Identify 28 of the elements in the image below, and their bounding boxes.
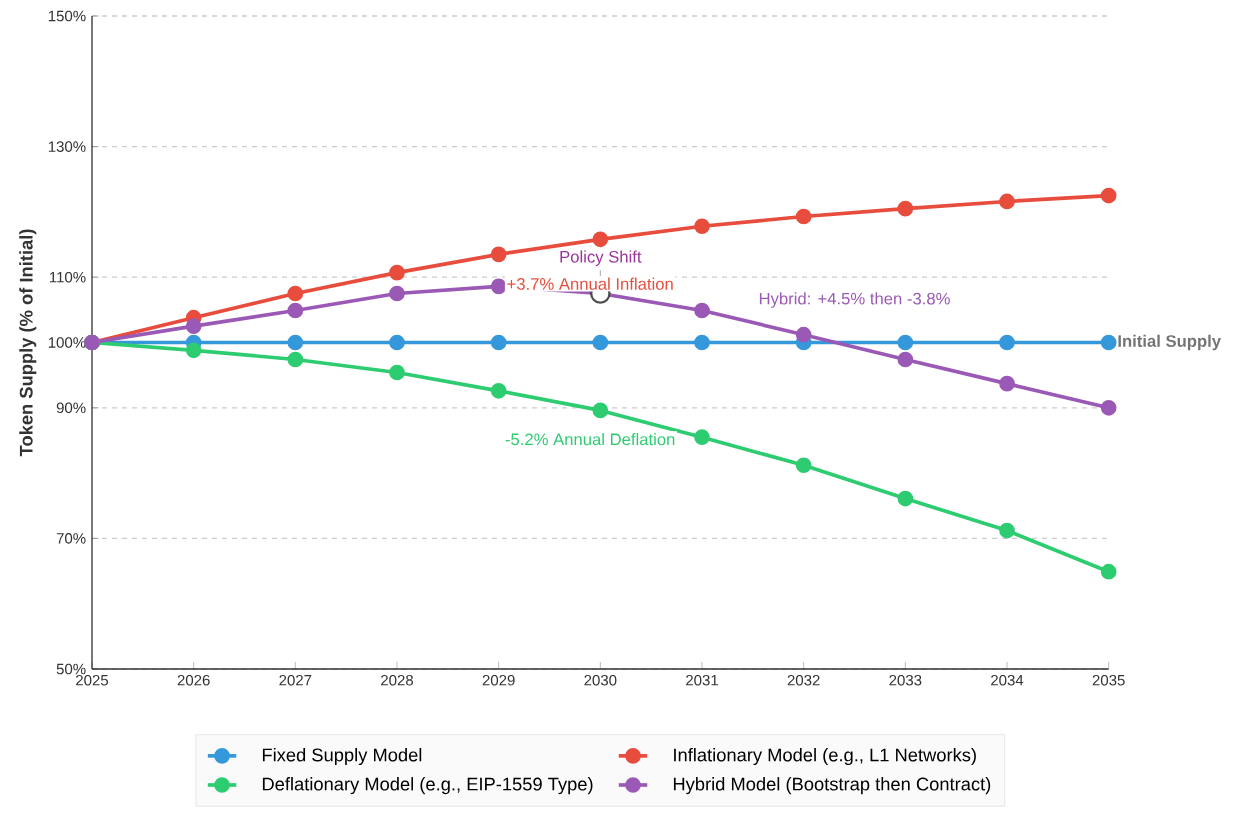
legend-label: Deflationary Model (e.g., EIP-1559 Type) bbox=[262, 777, 593, 795]
y-axis-title: Token Supply (% of Initial) bbox=[19, 229, 37, 457]
x-tick-label: 2031 bbox=[686, 674, 718, 686]
annotation: +3.7% Annual Inflation bbox=[507, 277, 673, 290]
x-tick-label: 2026 bbox=[177, 674, 210, 686]
y-tick-label: 100% bbox=[48, 337, 86, 348]
x-tick-label: 2035 bbox=[1092, 674, 1125, 686]
x-tick-label: 2027 bbox=[279, 674, 312, 686]
annotation: Hybrid: +4.5% then -3.8% bbox=[759, 292, 950, 308]
annotation: Initial Supply bbox=[1118, 334, 1221, 351]
legend-label: Inflationary Model (e.g., L1 Networks) bbox=[674, 747, 976, 766]
x-tick-label: 2032 bbox=[787, 674, 820, 686]
x-tick-label: 2030 bbox=[584, 674, 617, 686]
annotation: -5.2% Annual Deflation bbox=[505, 433, 675, 446]
y-tick-label: 130% bbox=[48, 141, 86, 152]
y-tick-label: 110% bbox=[50, 271, 86, 283]
legend-label: Fixed Supply Model bbox=[262, 747, 422, 766]
x-tick-label: 2033 bbox=[889, 674, 922, 686]
x-tick-label: 2025 bbox=[76, 674, 109, 686]
legend-label: Hybrid Model (Bootstrap then Contract) bbox=[673, 777, 991, 795]
x-tick-label: 2028 bbox=[381, 674, 414, 686]
annotation: Policy Shift bbox=[560, 250, 642, 266]
y-tick-label: 50% bbox=[56, 663, 86, 675]
y-tick-label: 90% bbox=[56, 402, 86, 414]
x-tick-label: 2029 bbox=[482, 674, 515, 686]
x-tick-label: 2034 bbox=[991, 674, 1024, 686]
y-tick-label: 70% bbox=[56, 533, 86, 544]
y-tick-label: 150% bbox=[48, 10, 86, 22]
